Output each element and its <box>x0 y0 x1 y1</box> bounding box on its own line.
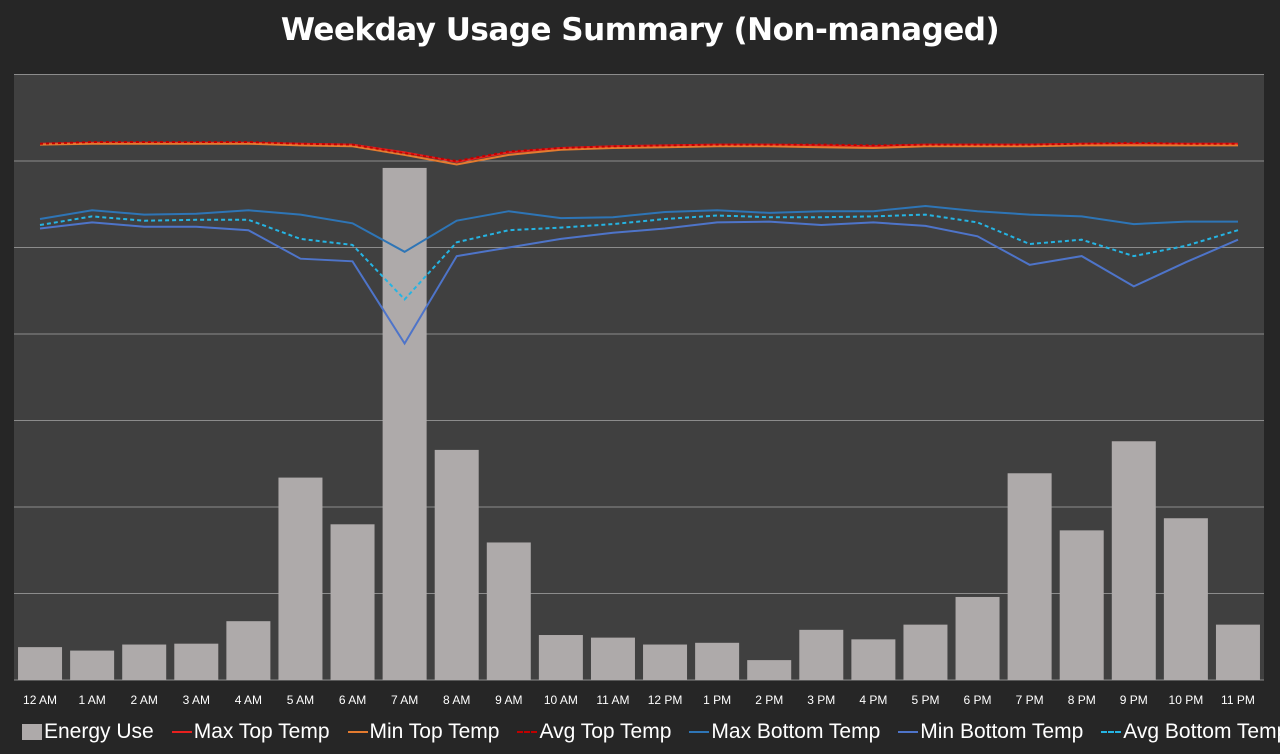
x-tick-label: 5 PM <box>911 693 939 707</box>
x-tick-label: 10 AM <box>544 693 578 707</box>
legend-swatch <box>22 724 42 740</box>
legend-entry: Energy Use <box>22 720 154 744</box>
legend-line-key <box>347 731 368 733</box>
legend-entry: Max Bottom Temp <box>689 720 880 744</box>
energy-bar <box>590 637 635 680</box>
legend-entry: Avg Top Temp <box>517 720 671 744</box>
energy-bar <box>278 477 323 680</box>
x-tick-label: 2 PM <box>755 693 783 707</box>
x-tick-label: 3 AM <box>183 693 210 707</box>
energy-bar <box>382 167 427 681</box>
energy-bar <box>695 642 740 680</box>
energy-bar <box>538 635 583 680</box>
legend-line-key <box>689 731 710 733</box>
energy-bar <box>643 644 688 680</box>
x-tick-label: 1 PM <box>703 693 731 707</box>
x-tick-label: 1 AM <box>78 693 105 707</box>
energy-bar <box>18 647 63 680</box>
legend-line-key <box>898 731 919 733</box>
energy-bar <box>434 449 479 680</box>
plot-area <box>14 74 1264 680</box>
energy-bar <box>486 542 531 680</box>
x-axis-tick-labels: 12 AM 1 AM 2 AM 3 AM 4 AM 5 AM 6 AM 7 AM 8 AM 9 A… <box>23 693 1255 707</box>
x-tick-label: 8 AM <box>443 693 470 707</box>
energy-bar <box>1215 624 1260 680</box>
energy-bar <box>1111 441 1156 680</box>
legend-line-key <box>517 731 538 733</box>
energy-bar <box>1059 530 1104 680</box>
energy-bar <box>1163 518 1208 680</box>
x-tick-label: 10 PM <box>1169 693 1204 707</box>
chart-title: Weekday Usage Summary (Non-managed) <box>280 12 1000 48</box>
legend-entry: Max Top Temp <box>171 720 330 744</box>
x-tick-label: 6 PM <box>964 693 992 707</box>
energy-bar <box>799 629 844 680</box>
x-tick-label: 12 AM <box>23 693 57 707</box>
x-tick-label: 2 AM <box>131 693 158 707</box>
x-tick-label: 5 AM <box>287 693 314 707</box>
x-tick-label: 8 PM <box>1068 693 1096 707</box>
legend-label: Min Top Temp <box>369 720 500 743</box>
energy-bar <box>851 639 896 680</box>
series-line-avg-bottom-temp <box>39 213 1239 301</box>
x-tick-label: 7 AM <box>391 693 418 707</box>
series-line-min-bottom-temp <box>39 220 1239 346</box>
legend-entry: Avg Bottom Temp <box>1101 720 1280 744</box>
x-tick-label: 9 PM <box>1120 693 1148 707</box>
energy-bars <box>18 167 1260 681</box>
legend-label: Energy Use <box>44 720 154 743</box>
energy-bar <box>747 660 792 680</box>
x-tick-label: 4 PM <box>859 693 887 707</box>
series-line-avg-top-temp <box>39 141 1238 163</box>
legend-label: Max Top Temp <box>193 720 330 743</box>
series-line-max-bottom-temp <box>39 204 1238 253</box>
x-tick-label: 11 PM <box>1221 693 1255 707</box>
x-tick-label: 3 PM <box>807 693 835 707</box>
energy-bar <box>955 596 1000 680</box>
series-line-min-top-temp <box>39 142 1238 166</box>
energy-bar <box>226 621 271 680</box>
legend-line-key <box>1101 731 1122 733</box>
x-tick-label: 12 PM <box>648 693 683 707</box>
legend-entry: Min Bottom Temp <box>898 720 1083 744</box>
x-tick-label: 11 AM <box>596 693 629 707</box>
x-tick-label: 7 PM <box>1016 693 1044 707</box>
legend-label: Avg Top Temp <box>539 720 672 743</box>
energy-bar <box>903 624 948 680</box>
legend-label: Min Bottom Temp <box>920 720 1084 743</box>
energy-bar <box>174 643 219 680</box>
temperature-lines <box>39 141 1239 346</box>
legend-line-key <box>171 731 192 733</box>
energy-bar <box>70 650 115 680</box>
legend-label: Avg Bottom Temp <box>1123 720 1280 743</box>
energy-bar <box>122 644 167 680</box>
legend-label: Max Bottom Temp <box>711 720 881 743</box>
gridlines <box>14 74 1264 681</box>
legend: Energy Use Max Top Temp Min Top Temp Avg To… <box>22 716 1280 748</box>
energy-bar <box>330 524 375 680</box>
x-tick-label: 6 AM <box>339 693 366 707</box>
legend-entry: Min Top Temp <box>347 720 500 744</box>
x-tick-label: 4 AM <box>235 693 262 707</box>
energy-bar <box>1007 473 1052 680</box>
x-tick-label: 9 AM <box>495 693 522 707</box>
